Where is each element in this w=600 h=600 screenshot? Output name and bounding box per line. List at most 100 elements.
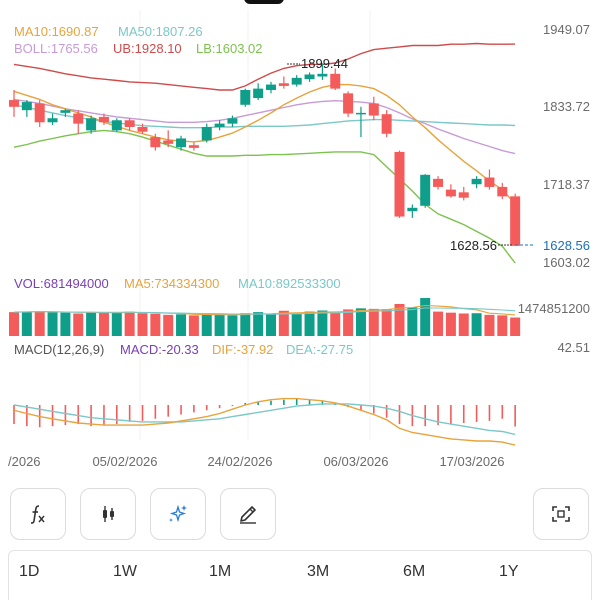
ai-button[interactable] (150, 488, 206, 540)
volume-bar-21 (278, 310, 289, 336)
candle-body-7 (98, 116, 109, 123)
date-label-2: 24/02/2026 (207, 454, 272, 469)
candle-body-28 (368, 103, 379, 116)
fullscreen-button[interactable] (533, 488, 589, 540)
legend-macd-name: MACD(12,26,9) (14, 342, 104, 357)
candle-body-19 (253, 88, 264, 99)
candle-body-31 (407, 207, 418, 212)
volume-bar-1 (21, 311, 32, 336)
volume-ma10-line (13, 307, 516, 315)
legend-dif: DIF:-37.92 (212, 342, 273, 357)
dif-line (13, 397, 516, 446)
volume-panel (9, 298, 521, 336)
volume-bar-9 (124, 311, 135, 336)
legend-lb: LB:1603.02 (196, 41, 263, 56)
volume-bar-8 (111, 312, 122, 336)
period-3m[interactable]: 3M (307, 563, 330, 580)
candle-body-13 (176, 138, 187, 148)
date-label-0: /2026 (8, 454, 41, 469)
main-panel (9, 42, 521, 264)
period-6m[interactable]: 6M (403, 563, 426, 580)
high-annotation: 1899.44 (301, 56, 348, 71)
axis-label-bottom: 1603.02 (543, 255, 590, 270)
volume-bar-2 (34, 311, 45, 336)
axis-label-3: 1718.37 (543, 177, 590, 192)
candle-body-25 (330, 73, 341, 89)
legend-vol-ma5: MA5:734334300 (124, 276, 219, 291)
candle-body-1 (21, 102, 32, 111)
date-label-3: 06/03/2026 (323, 454, 388, 469)
candle-body-10 (137, 127, 148, 132)
volume-bar-0 (9, 312, 19, 336)
period-1m[interactable]: 1M (209, 563, 232, 580)
axis-macd-max: 42.51 (557, 340, 590, 355)
volume-bar-16 (214, 314, 225, 336)
camera-notch (244, 0, 284, 4)
candle-body-16 (214, 123, 225, 128)
volume-bar-34 (445, 312, 456, 336)
volume-bar-12 (163, 314, 174, 336)
period-1y[interactable]: 1Y (499, 563, 519, 580)
candle-body-2 (34, 103, 45, 123)
candle-body-8 (111, 120, 122, 131)
period-1d[interactable]: 1D (19, 563, 40, 580)
volume-bar-27 (355, 308, 366, 336)
volume-bar-30 (394, 303, 405, 336)
legend-ma50: MA50:1807.26 (118, 24, 203, 39)
volume-bar-25 (330, 312, 341, 336)
date-label-4: 17/03/2026 (439, 454, 504, 469)
volume-bar-10 (137, 313, 148, 336)
indicator-button[interactable] (10, 488, 66, 540)
period-1w[interactable]: 1W (113, 563, 137, 580)
legend-vol-ma10: MA10:892533300 (238, 276, 341, 291)
volume-bar-7 (98, 312, 109, 336)
volume-bar-26 (343, 309, 354, 336)
volume-bar-22 (291, 314, 302, 336)
legend-ma10: MA10:1690.87 (14, 24, 99, 39)
candle-body-37 (484, 177, 495, 187)
legend-dea: DEA:-27.75 (286, 342, 353, 357)
fullscreen-icon (552, 506, 570, 522)
candle-body-36 (471, 178, 482, 185)
candle-body-23 (304, 74, 315, 80)
volume-bar-24 (317, 310, 328, 336)
volume-bar-19 (253, 312, 264, 336)
volume-bar-38 (497, 315, 508, 336)
grid (139, 10, 371, 440)
volume-bar-36 (471, 313, 482, 336)
candle-body-33 (433, 178, 444, 187)
stock-chart[interactable]: MA10:1690.87 MA50:1807.26 BOLL:1765.56 U… (0, 0, 600, 486)
chart-toolbar (0, 488, 600, 546)
draw-button[interactable] (220, 488, 276, 540)
pencil-icon (240, 506, 256, 524)
candle-body-35 (458, 192, 469, 198)
candle-body-14 (188, 145, 199, 148)
volume-bar-11 (150, 313, 161, 336)
volume-bar-6 (86, 312, 97, 336)
ma10-line (13, 83, 516, 205)
legend-vol: VOL:681494000 (14, 276, 109, 291)
volume-bar-32 (420, 298, 431, 336)
candle-body-26 (343, 93, 354, 114)
last-price-label: 1628.56 (543, 238, 590, 253)
candle-body-34 (445, 189, 456, 197)
candle-body-15 (201, 127, 212, 141)
axis-label-top: 1949.07 (543, 22, 590, 37)
volume-bar-13 (176, 314, 187, 336)
candle-body-20 (266, 84, 276, 90)
legend-boll: BOLL:1765.56 (14, 41, 98, 56)
volume-bar-28 (368, 308, 379, 336)
volume-bar-37 (484, 314, 495, 336)
candle-body-5 (73, 113, 84, 124)
boll-line (13, 98, 516, 155)
ub-line (13, 42, 516, 91)
dea-line (13, 403, 516, 436)
legend-macd: MACD:-20.33 (120, 342, 199, 357)
chart-type-button[interactable] (80, 488, 136, 540)
candle-body-39 (510, 196, 521, 246)
volume-bar-29 (381, 309, 392, 336)
macd-panel (13, 397, 516, 446)
date-label-1: 05/02/2026 (92, 454, 157, 469)
volume-bar-3 (47, 312, 58, 336)
candle-body-32 (420, 174, 431, 206)
